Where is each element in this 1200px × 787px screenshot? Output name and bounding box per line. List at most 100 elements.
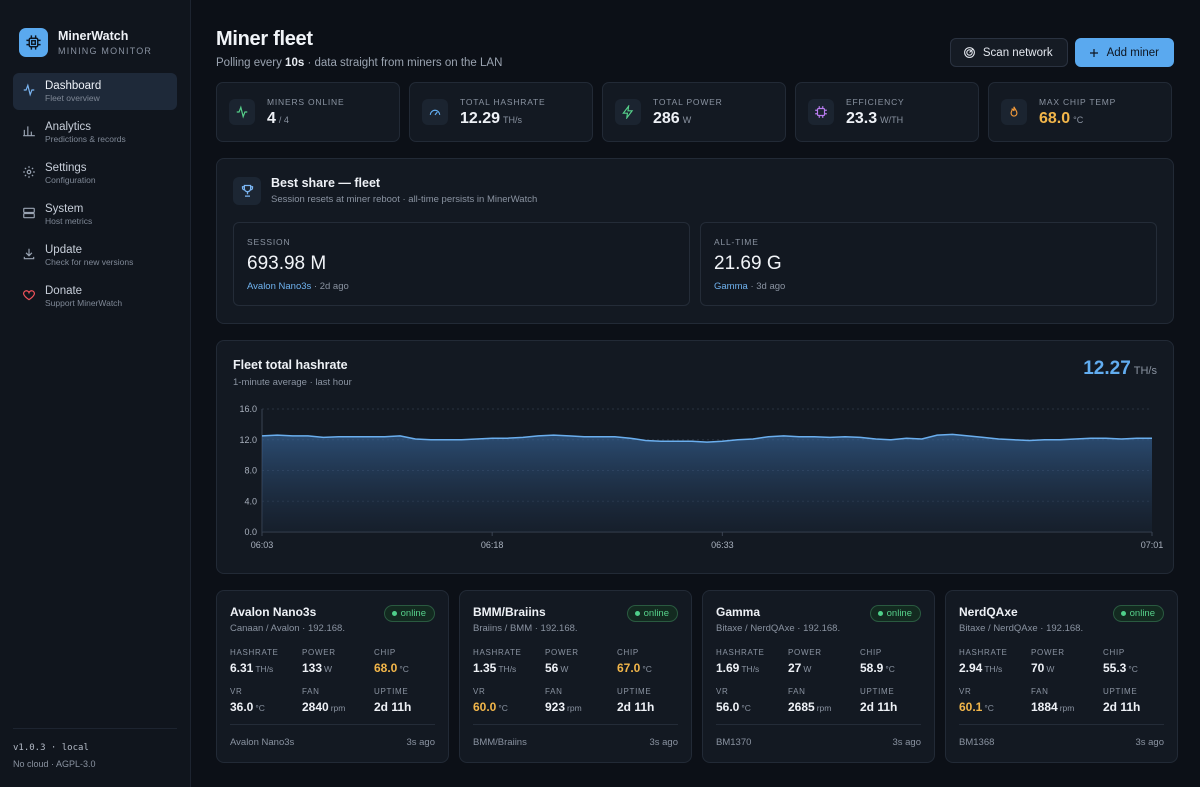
sidebar-item-sub: Host metrics (45, 216, 93, 226)
brand-name: MinerWatch (58, 28, 129, 43)
fan-label: FAN (1031, 687, 1049, 696)
power-label: POWER (302, 648, 336, 657)
version-label: v1.0.3 · local (13, 743, 89, 753)
power-value: 27 (788, 661, 802, 675)
sidebar-item-sub: Configuration (45, 175, 96, 185)
uptime-value: 2d 11h (374, 700, 412, 714)
miner-subtitle: Bitaxe / NerdQAxe · 192.168. (716, 623, 841, 634)
miner-card-2[interactable]: Gamma Bitaxe / NerdQAxe · 192.168. onlin… (702, 590, 935, 763)
miner-card-3[interactable]: NerdQAxe Bitaxe / NerdQAxe · 192.168. on… (945, 590, 1178, 763)
page-subtitle: Polling every 10s · data straight from m… (216, 57, 502, 69)
alltime-miner-link[interactable]: Gamma (714, 281, 748, 292)
best-share-title: Best share — fleet (271, 176, 381, 190)
poll-interval: 10s (285, 57, 305, 69)
chip-unit: °C (1128, 664, 1138, 674)
stat-total-power: TOTAL POWER 286 W (602, 82, 786, 142)
miner-cards: Avalon Nano3s Canaan / Avalon · 192.168.… (216, 590, 1178, 763)
stat-unit: W (682, 114, 692, 125)
status-badge: online (869, 605, 921, 622)
sidebar-item-settings[interactable]: Settings Configuration (13, 155, 177, 192)
sidebar-item-label: Donate (45, 285, 83, 297)
last-seen: 3s ago (406, 737, 435, 748)
chip-value: 55.3 (1103, 661, 1127, 675)
poll-prefix: Polling every (216, 57, 282, 69)
vr-value: 36.0 (230, 700, 254, 714)
chip-unit: °C (885, 664, 895, 674)
stat-unit: W/TH (880, 114, 904, 125)
y-tick-label: 12.0 (239, 435, 257, 445)
radar-icon (963, 47, 975, 58)
status-dot (634, 611, 640, 616)
stat-label: TOTAL HASHRATE (460, 96, 546, 107)
sidebar-item-label: Analytics (45, 121, 92, 133)
chip-value: 68.0 (374, 661, 398, 675)
sidebar-item-donate[interactable]: Donate Support MinerWatch (13, 278, 177, 315)
chip-unit: °C (399, 664, 409, 674)
uptime-value: 2d 11h (1103, 700, 1141, 714)
hashrate-label: HASHRATE (230, 648, 279, 657)
stat-efficiency: EFFICIENCY 23.3 W/TH (795, 82, 979, 142)
sidebar-item-analytics[interactable]: Analytics Predictions & records (13, 114, 177, 151)
hashrate-value: 1.35 (473, 661, 497, 675)
scan-network-button[interactable]: Scan network (949, 38, 1068, 67)
sidebar-item-system[interactable]: System Host metrics (13, 196, 177, 233)
miner-card-0[interactable]: Avalon Nano3s Canaan / Avalon · 192.168.… (216, 590, 449, 763)
uptime-label: UPTIME (617, 687, 652, 696)
alltime-value: 21.69 G (714, 253, 782, 274)
vr-unit: °C (984, 703, 994, 713)
fan-unit: rpm (567, 703, 582, 713)
page-header: Miner fleet Polling every 10s · data str… (216, 28, 1174, 82)
last-seen: 3s ago (1135, 737, 1164, 748)
stat-max-chip-temp: MAX CHIP TEMP 68.0 °C (988, 82, 1172, 142)
y-tick-label: 8.0 (244, 466, 257, 476)
hashrate-unit: TH/s (984, 664, 1003, 674)
sidebar-item-label: Dashboard (45, 80, 102, 92)
hashrate-label: HASHRATE (473, 648, 522, 657)
sidebar: MinerWatch MINING MONITOR Dashboard Fleet… (0, 0, 191, 787)
chip-logo-icon (19, 27, 48, 57)
status-badge: online (383, 605, 435, 622)
stat-total-hashrate: TOTAL HASHRATE 12.29 TH/s (409, 82, 593, 142)
miner-name: BMM/Braiins (473, 605, 546, 619)
session-age: · 2d ago (313, 281, 349, 292)
heart-icon (23, 290, 35, 301)
stat-label: MAX CHIP TEMP (1039, 96, 1117, 107)
add-miner-label: Add miner (1106, 46, 1159, 59)
status-text: online (886, 608, 912, 619)
chip-value: 58.9 (860, 661, 884, 675)
x-tick-label: 07:01 (1141, 540, 1164, 550)
brand[interactable]: MinerWatch MINING MONITOR (0, 0, 190, 66)
brand-subtitle: MINING MONITOR (58, 45, 153, 56)
chart-area (262, 434, 1152, 532)
stats-row: MINERS ONLINE 4/ 4 TOTAL HASHRATE 12.29 TH/… (216, 82, 1174, 142)
alltime-age: · 3d ago (750, 281, 786, 292)
miner-card-1[interactable]: BMM/Braiins Braiins / BMM · 192.168. onl… (459, 590, 692, 763)
power-value: 56 (545, 661, 559, 675)
power-label: POWER (788, 648, 822, 657)
fan-unit: rpm (330, 703, 346, 713)
status-badge: online (1112, 605, 1164, 622)
uptime-label: UPTIME (860, 687, 895, 696)
status-text: online (1129, 608, 1155, 619)
y-tick-label: 4.0 (244, 496, 257, 506)
sidebar-nav: Dashboard Fleet overview Analytics Predict… (0, 66, 190, 315)
session-miner-link[interactable]: Avalon Nano3s (247, 281, 312, 292)
miner-model: BM1368 (959, 737, 995, 748)
chip-icon (815, 106, 827, 118)
power-unit: W (560, 664, 569, 674)
add-miner-button[interactable]: Add miner (1074, 38, 1174, 67)
hashrate-chart-card: Fleet total hashrate 1-minute average · … (216, 340, 1174, 574)
flame-icon (1010, 106, 1018, 117)
fan-value: 2685 (788, 700, 815, 714)
session-value: 693.98 M (247, 253, 327, 274)
power-unit: W (1046, 664, 1055, 674)
sidebar-item-update[interactable]: Update Check for new versions (13, 237, 177, 274)
vr-label: VR (230, 687, 243, 696)
sidebar-item-label: Update (45, 244, 83, 256)
sidebar-item-dashboard[interactable]: Dashboard Fleet overview (13, 73, 177, 110)
best-share-subtitle: Session resets at miner reboot · all-tim… (271, 194, 538, 205)
last-seen: 3s ago (649, 737, 678, 748)
vr-value: 60.1 (959, 700, 983, 714)
miner-model: Avalon Nano3s (230, 737, 295, 748)
x-tick-label: 06:03 (251, 540, 274, 550)
